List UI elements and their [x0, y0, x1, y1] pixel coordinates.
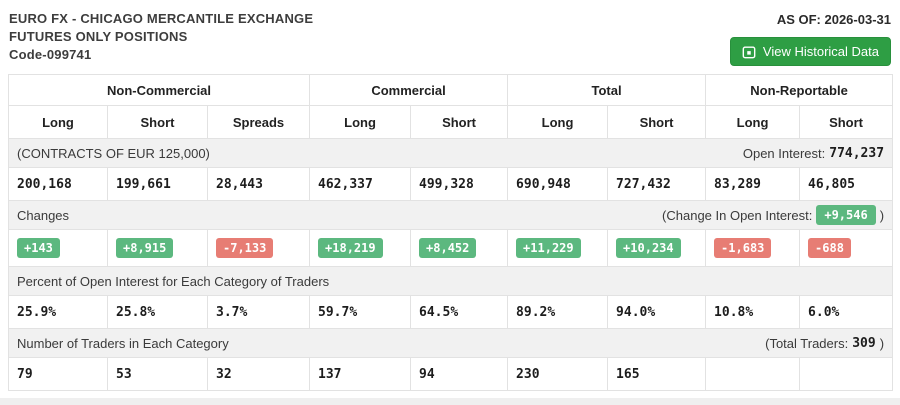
- change-oi-suffix: ): [879, 207, 885, 223]
- report-header-right: AS OF: 2026-03-31 View Historical Data: [729, 10, 891, 66]
- positions-cell: 462,337: [309, 167, 412, 201]
- change-badge: -688: [808, 238, 851, 258]
- report-code: Code-099741: [9, 47, 92, 62]
- positions-cell: 28,443: [206, 167, 311, 201]
- change-cell: +11,229: [507, 229, 609, 267]
- traders-cell: 230: [507, 357, 609, 391]
- positions-cell: 200,168: [8, 167, 108, 201]
- traders-cell: [705, 357, 801, 391]
- change-cell: +8,915: [107, 229, 208, 267]
- change-cell: +143: [8, 229, 108, 267]
- col-comm-long: Long: [309, 105, 412, 139]
- change-cell: +8,452: [410, 229, 509, 267]
- percent-cell: 10.8%: [705, 295, 801, 329]
- percent-cell: 89.2%: [507, 295, 609, 329]
- percent-cell: 64.5%: [410, 295, 509, 329]
- report-title: EURO FX - CHICAGO MERCANTILE EXCHANGE: [9, 11, 314, 26]
- positions-cell: 199,661: [107, 167, 208, 201]
- total-traders-prefix: (Total Traders:: [765, 335, 849, 351]
- report-subtitle: FUTURES ONLY POSITIONS: [9, 29, 188, 44]
- col-noncomm-spreads: Spreads: [206, 105, 311, 139]
- percent-cell: 6.0%: [799, 295, 894, 329]
- col-noncomm-long: Long: [8, 105, 108, 139]
- positions-cell: 727,432: [607, 167, 707, 201]
- traders-cell: 79: [8, 357, 108, 391]
- positions-row: 200,168 199,661 28,443 462,337 499,328 6…: [8, 167, 894, 201]
- percent-cell: 25.9%: [8, 295, 108, 329]
- percent-section-row: Percent of Open Interest for Each Catego…: [7, 266, 894, 296]
- cot-table: Non-Commercial Commercial Total Non-Repo…: [7, 74, 894, 391]
- next-section-edge: [0, 398, 900, 405]
- change-cell: -688: [799, 229, 894, 267]
- change-cell: -1,683: [705, 229, 801, 267]
- changes-row: +143 +8,915 -7,133 +18,219 +8,452 +11,22…: [8, 229, 894, 267]
- percent-row: 25.9% 25.8% 3.7% 59.7% 64.5% 89.2% 94.0%…: [8, 295, 894, 329]
- change-badge: -1,683: [714, 238, 772, 258]
- group-total: Total: [507, 74, 707, 106]
- table-group-header-row: Non-Commercial Commercial Total Non-Repo…: [7, 74, 894, 106]
- change-cell: +18,219: [309, 229, 412, 267]
- percent-cell: 3.7%: [206, 295, 311, 329]
- change-badge: +8,915: [116, 238, 174, 258]
- percent-cell: 59.7%: [309, 295, 412, 329]
- traders-section-row: Number of Traders in Each Category (Tota…: [7, 328, 894, 358]
- positions-cell: 690,948: [507, 167, 609, 201]
- as-of-date: AS OF: 2026-03-31: [776, 12, 891, 27]
- view-historical-data-button[interactable]: View Historical Data: [729, 37, 891, 66]
- contracts-section-row: (CONTRACTS OF EUR 125,000) Open Interest…: [7, 138, 894, 168]
- changes-label: Changes: [17, 207, 70, 223]
- change-badge: +11,229: [516, 238, 581, 258]
- change-badge: +143: [17, 238, 60, 258]
- percent-cell: 94.0%: [607, 295, 707, 329]
- traders-cell: 165: [607, 357, 707, 391]
- changes-section-row: Changes (Change In Open Interest: +9,546…: [7, 200, 894, 230]
- col-nonrep-long: Long: [705, 105, 801, 139]
- table-column-header-row: Long Short Spreads Long Short Long Short…: [8, 105, 894, 139]
- report-titles: EURO FX - CHICAGO MERCANTILE EXCHANGE FU…: [9, 10, 313, 64]
- col-nonrep-short: Short: [799, 105, 894, 139]
- open-interest-value: 774,237: [829, 145, 885, 161]
- change-in-open-interest-badge: +9,546: [816, 205, 876, 225]
- group-non-reportable: Non-Reportable: [705, 74, 894, 106]
- col-total-long: Long: [507, 105, 609, 139]
- traders-cell: 32: [206, 357, 311, 391]
- change-badge: +18,219: [318, 238, 383, 258]
- traders-cell: 94: [410, 357, 509, 391]
- report-header: EURO FX - CHICAGO MERCANTILE EXCHANGE FU…: [0, 0, 900, 72]
- traders-cell: 137: [309, 357, 412, 391]
- change-cell: +10,234: [607, 229, 707, 267]
- positions-cell: 46,805: [799, 167, 894, 201]
- group-non-commercial: Non-Commercial: [7, 74, 311, 106]
- positions-cell: 83,289: [705, 167, 801, 201]
- col-noncomm-short: Short: [107, 105, 208, 139]
- traders-row: 79 53 32 137 94 230 165: [8, 357, 894, 391]
- total-traders-value: 309: [852, 335, 876, 351]
- change-badge: -7,133: [216, 238, 274, 258]
- percent-label: Percent of Open Interest for Each Catego…: [17, 273, 330, 289]
- total-traders-suffix: ): [879, 335, 885, 351]
- col-total-short: Short: [607, 105, 707, 139]
- contracts-label: (CONTRACTS OF EUR 125,000): [17, 145, 210, 161]
- traders-cell: 53: [107, 357, 208, 391]
- change-oi-prefix: (Change In Open Interest:: [662, 207, 813, 223]
- traders-label: Number of Traders in Each Category: [17, 335, 229, 351]
- calendar-icon: [742, 45, 756, 59]
- open-interest-label: Open Interest:: [742, 145, 826, 161]
- view-historical-data-label: View Historical Data: [762, 44, 879, 59]
- col-comm-short: Short: [410, 105, 509, 139]
- change-cell: -7,133: [206, 229, 311, 267]
- traders-cell: [799, 357, 894, 391]
- group-commercial: Commercial: [309, 74, 509, 106]
- change-badge: +10,234: [616, 238, 681, 258]
- positions-cell: 499,328: [410, 167, 509, 201]
- change-badge: +8,452: [419, 238, 477, 258]
- percent-cell: 25.8%: [107, 295, 208, 329]
